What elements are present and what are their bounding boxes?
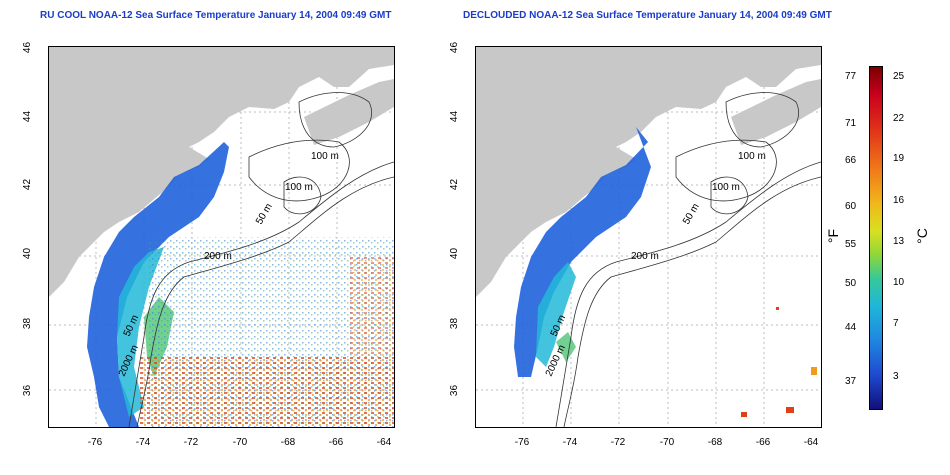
c-tick: 22 bbox=[893, 113, 905, 124]
sst-shelf-cyan bbox=[117, 247, 164, 417]
contour-label: 100 m bbox=[285, 182, 313, 193]
y-tick: 38 bbox=[449, 317, 461, 330]
sst-map-raw-svg: 100 m 100 m 50 m 200 m 50 m 2000 m bbox=[49, 47, 394, 427]
x-tick: -64 bbox=[376, 437, 392, 448]
contour-label: 100 m bbox=[738, 151, 766, 162]
x-tick: -72 bbox=[610, 437, 626, 448]
x-tick: -68 bbox=[280, 437, 296, 448]
x-tick: -76 bbox=[514, 437, 530, 448]
contour-label: 200 m bbox=[631, 251, 659, 262]
c-tick: 3 bbox=[893, 371, 899, 382]
y-tick: 40 bbox=[22, 247, 34, 260]
x-tick: -70 bbox=[232, 437, 248, 448]
bathymetry-contours bbox=[555, 92, 821, 427]
x-tick: -74 bbox=[135, 437, 151, 448]
sst-map-declouded: 100 m 100 m 50 m 200 m 50 m 2000 m bbox=[475, 46, 822, 428]
x-tick: -66 bbox=[328, 437, 344, 448]
c-tick: 13 bbox=[893, 236, 905, 247]
fahrenheit-label: °F bbox=[825, 228, 842, 244]
y-tick: 40 bbox=[449, 247, 461, 260]
sst-coastal-band bbox=[514, 127, 651, 377]
x-tick: -68 bbox=[707, 437, 723, 448]
y-tick: 38 bbox=[22, 317, 34, 330]
x-tick: -64 bbox=[803, 437, 819, 448]
x-tick: -70 bbox=[659, 437, 675, 448]
c-tick: 7 bbox=[893, 318, 899, 329]
contour-label: 200 m bbox=[204, 251, 232, 262]
f-tick: 37 bbox=[845, 376, 857, 387]
land-nova-scotia bbox=[731, 79, 821, 145]
left-map-title: RU COOL NOAA-12 Sea Surface Temperature … bbox=[40, 10, 392, 21]
c-tick: 16 bbox=[893, 195, 905, 206]
y-tick: 46 bbox=[22, 41, 34, 54]
contour-label: 50 m bbox=[254, 202, 275, 227]
y-tick: 44 bbox=[22, 110, 34, 123]
sst-warm-speckle bbox=[139, 357, 394, 427]
f-tick: 60 bbox=[845, 201, 857, 212]
x-tick: -74 bbox=[562, 437, 578, 448]
f-tick: 66 bbox=[845, 155, 857, 166]
c-tick: 25 bbox=[893, 71, 905, 82]
sst-map-raw: 100 m 100 m 50 m 200 m 50 m 2000 m bbox=[48, 46, 395, 428]
temperature-colorbar bbox=[869, 66, 883, 410]
land-nova-scotia bbox=[304, 79, 394, 145]
y-tick: 42 bbox=[449, 178, 461, 191]
f-tick: 55 bbox=[845, 239, 857, 250]
bathymetry-contours bbox=[128, 92, 394, 427]
sst-shelf-cyan bbox=[536, 262, 576, 367]
contour-label: 100 m bbox=[311, 151, 339, 162]
f-tick: 50 bbox=[845, 278, 857, 289]
f-tick: 44 bbox=[845, 322, 857, 333]
sst-map-declouded-svg: 100 m 100 m 50 m 200 m 50 m 2000 m bbox=[476, 47, 821, 427]
x-tick: -66 bbox=[755, 437, 771, 448]
y-tick: 36 bbox=[22, 384, 34, 397]
f-tick: 71 bbox=[845, 118, 857, 129]
contour-label: 50 m bbox=[681, 202, 702, 227]
sst-slope-green bbox=[556, 332, 576, 362]
land-mass bbox=[49, 47, 394, 297]
y-tick: 42 bbox=[22, 178, 34, 191]
x-tick: -72 bbox=[183, 437, 199, 448]
right-map-title: DECLOUDED NOAA-12 Sea Surface Temperatur… bbox=[463, 10, 832, 21]
c-tick: 19 bbox=[893, 153, 905, 164]
land-mass bbox=[476, 47, 821, 297]
x-tick: -76 bbox=[87, 437, 103, 448]
f-tick: 77 bbox=[845, 71, 857, 82]
y-tick: 36 bbox=[449, 384, 461, 397]
sst-coastal-band bbox=[87, 127, 229, 427]
y-tick: 46 bbox=[449, 41, 461, 54]
celsius-label: °C bbox=[913, 228, 930, 244]
c-tick: 10 bbox=[893, 277, 905, 288]
y-tick: 44 bbox=[449, 110, 461, 123]
contour-label: 100 m bbox=[712, 182, 740, 193]
